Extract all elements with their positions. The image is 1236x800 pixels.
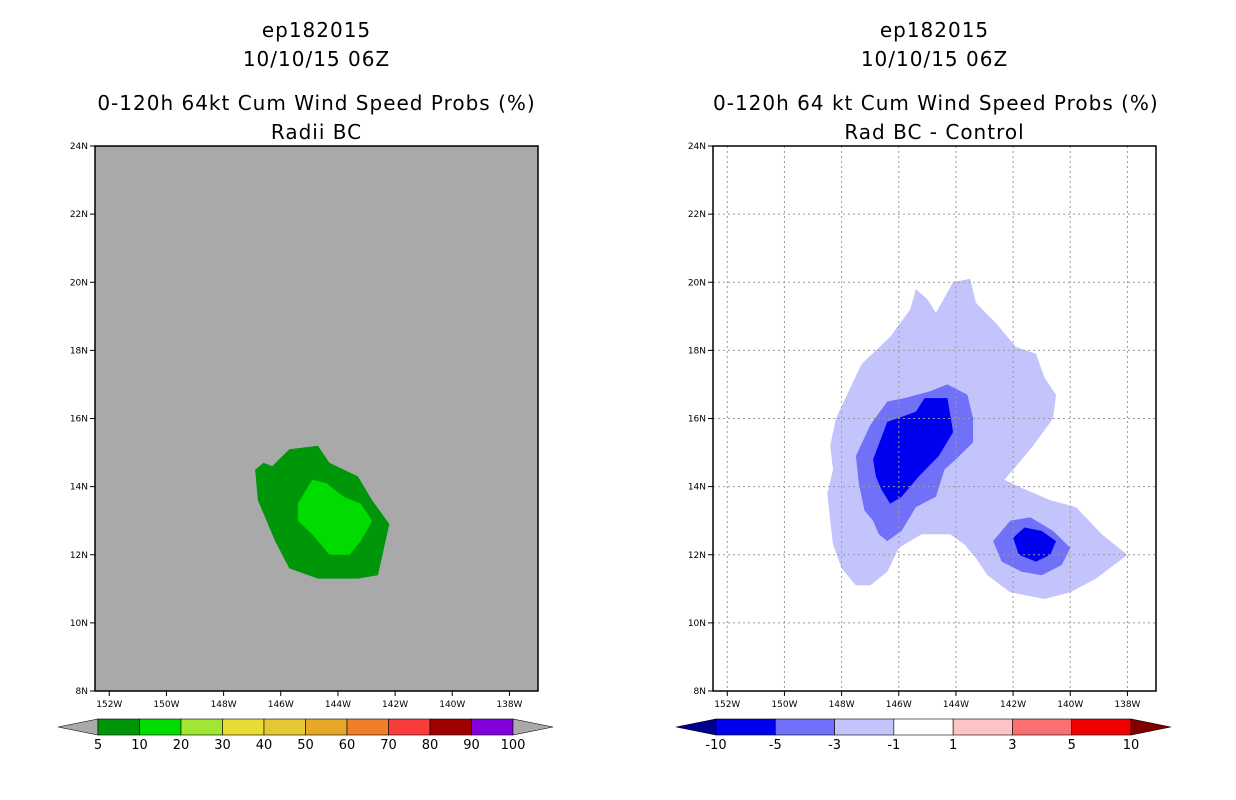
- right-y-tick-label: 12N: [688, 551, 706, 561]
- right-chart-title: 0-120h 64 kt Cum Wind Speed Probs (%): [713, 91, 1159, 115]
- left-storm-id: ep182015: [261, 18, 372, 42]
- right-x-tick-label: 138W: [1114, 700, 1140, 710]
- left-colorbar-label: 5: [94, 738, 102, 753]
- right-y-tick-label: 20N: [688, 278, 706, 288]
- left-x-tick-label: 152W: [96, 700, 122, 710]
- right-colorbar-swatch: [774, 718, 835, 736]
- right-y-tick-label: 22N: [688, 210, 706, 220]
- left-colorbar-swatch: [388, 718, 431, 736]
- right-contour-4: [1013, 527, 1056, 562]
- right-contours: [827, 278, 1128, 599]
- left-chart-title: 0-120h 64kt Cum Wind Speed Probs (%): [97, 91, 536, 115]
- left-colorbar-label: 50: [297, 738, 314, 753]
- right-colorbar-swatch: [893, 718, 954, 736]
- left-colorbar-swatch: [305, 718, 348, 736]
- left-colorbar-swatch: [139, 718, 182, 736]
- right-colorbar-swatch: [1071, 718, 1132, 736]
- right-colorbar-high-triangle: [1130, 718, 1172, 736]
- left-chart-subtitle: Radii BC: [270, 120, 363, 144]
- left-y-tick-label: 18N: [70, 346, 88, 356]
- left-map-background: [95, 146, 538, 691]
- left-colorbar-label: 20: [173, 738, 190, 753]
- right-colorbar-label: 5: [1068, 738, 1076, 753]
- left-x-tick-label: 138W: [496, 700, 522, 710]
- left-x-tick-label: 140W: [439, 700, 465, 710]
- right-storm-id: ep182015: [879, 18, 990, 42]
- left-x-tick-label: 146W: [268, 700, 294, 710]
- right-colorbar-label: 10: [1123, 738, 1140, 753]
- left-colorbar-label: 10: [131, 738, 148, 753]
- left-y-tick-label: 12N: [70, 551, 88, 561]
- right-x-tick-label: 146W: [886, 700, 912, 710]
- right-colorbar-label: 1: [949, 738, 957, 753]
- right-colorbar-label: -1: [887, 738, 900, 753]
- right-colorbar-low-triangle: [675, 718, 717, 736]
- left-colorbar-swatch: [222, 718, 265, 736]
- right-y-tick-label: 24N: [688, 142, 706, 152]
- left-x-tick-label: 142W: [382, 700, 408, 710]
- left-map-panel: 152W 150W 148W 146W 144W 142W 140W 138W 8N 10N 12N…: [57, 142, 554, 753]
- left-colorbar-label: 70: [380, 738, 397, 753]
- left-colorbar: 5 10 20 30 40 50 60 70 80 90 100: [57, 718, 554, 753]
- left-y-tick-label: 20N: [70, 278, 88, 288]
- right-y-tick-label: 18N: [688, 346, 706, 356]
- left-x-tick-label: 144W: [325, 700, 351, 710]
- left-colorbar-label: 60: [339, 738, 356, 753]
- right-map-panel: 152W 150W 148W 146W 144W 142W 140W 138W 8N 10N 12N…: [675, 142, 1172, 753]
- left-y-tick-label: 16N: [70, 415, 88, 425]
- right-x-tick-label: 142W: [1000, 700, 1026, 710]
- left-contour-1: [297, 479, 373, 555]
- right-y-tick-label: 14N: [688, 483, 706, 493]
- left-colorbar-label: 100: [501, 738, 526, 753]
- right-contour-3: [873, 398, 954, 504]
- right-x-tick-label: 148W: [829, 700, 855, 710]
- right-y-tick-label: 10N: [688, 619, 706, 629]
- right-colorbar: -10 -5 -3 -1 1 3 5 10: [675, 718, 1172, 753]
- left-y-tick-label: 22N: [70, 210, 88, 220]
- left-colorbar-label: 30: [214, 738, 231, 753]
- right-colorbar-swatch: [952, 718, 1013, 736]
- right-x-tick-label: 152W: [714, 700, 740, 710]
- left-x-tick-label: 148W: [211, 700, 237, 710]
- left-x-tick-label: 150W: [153, 700, 179, 710]
- left-colorbar-swatch: [429, 718, 472, 736]
- left-contours: [255, 445, 390, 579]
- right-x-tick-label: 144W: [943, 700, 969, 710]
- right-chart-subtitle: Rad BC - Control: [844, 120, 1025, 144]
- left-colorbar-label: 90: [463, 738, 480, 753]
- right-valid-time: 10/10/15 06Z: [860, 47, 1009, 71]
- left-valid-time: 10/10/15 06Z: [242, 47, 391, 71]
- right-y-tick-label: 16N: [688, 415, 706, 425]
- left-colorbar-swatch: [471, 718, 514, 736]
- right-colorbar-swatch: [715, 718, 776, 736]
- right-x-tick-label: 140W: [1057, 700, 1083, 710]
- left-colorbar-swatch: [263, 718, 306, 736]
- left-colorbar-swatch: [346, 718, 389, 736]
- left-y-tick-label: 14N: [70, 483, 88, 493]
- right-colorbar-swatch: [1012, 718, 1073, 736]
- left-y-tick-label: 10N: [70, 619, 88, 629]
- left-colorbar-low-triangle: [57, 718, 99, 736]
- right-x-tick-label: 150W: [771, 700, 797, 710]
- right-colorbar-label: -3: [828, 738, 841, 753]
- left-y-tick-label: 8N: [76, 687, 88, 697]
- right-grid: [713, 146, 1156, 691]
- right-y-tick-label: 8N: [694, 687, 706, 697]
- left-colorbar-label: 80: [422, 738, 439, 753]
- left-colorbar-swatch: [180, 718, 223, 736]
- left-colorbar-high-triangle: [512, 718, 554, 736]
- right-colorbar-label: -5: [769, 738, 782, 753]
- left-y-tick-label: 24N: [70, 142, 88, 152]
- left-colorbar-swatch: [97, 718, 140, 736]
- left-colorbar-label: 40: [256, 738, 273, 753]
- right-colorbar-swatch: [834, 718, 895, 736]
- right-colorbar-label: 3: [1008, 738, 1016, 753]
- right-colorbar-label: -10: [705, 738, 726, 753]
